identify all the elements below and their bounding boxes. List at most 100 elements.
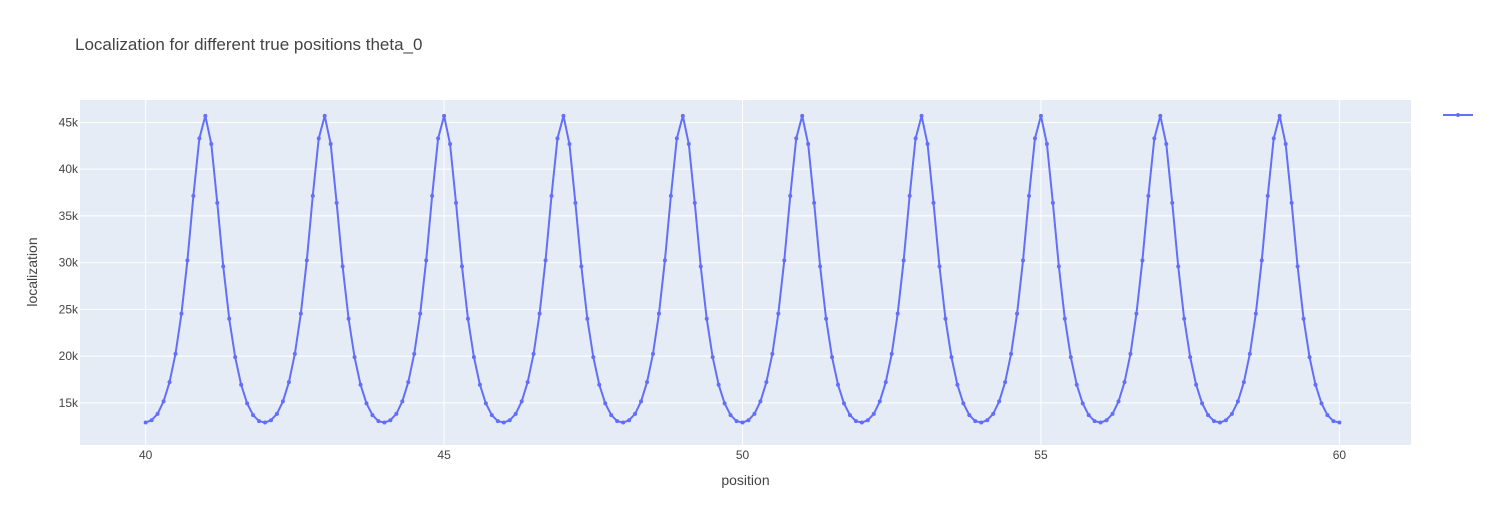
data-point	[1337, 420, 1342, 425]
data-point	[585, 316, 590, 321]
data-point	[1110, 411, 1115, 416]
data-point	[788, 193, 793, 198]
data-point	[847, 413, 852, 418]
data-point	[1295, 264, 1300, 269]
x-tick-label: 45	[437, 448, 451, 462]
data-point	[543, 258, 548, 263]
data-point	[1128, 351, 1133, 356]
data-point	[973, 419, 978, 424]
data-point	[382, 420, 387, 425]
data-point	[346, 316, 351, 321]
data-point	[645, 380, 650, 385]
data-point	[853, 419, 858, 424]
y-axis-title: localization	[24, 237, 40, 306]
data-point	[871, 411, 876, 416]
data-point	[394, 411, 399, 416]
data-point	[1247, 351, 1252, 356]
data-point	[1050, 200, 1055, 205]
data-point	[215, 200, 220, 205]
data-point	[167, 380, 172, 385]
data-point	[573, 200, 578, 205]
data-point	[1158, 113, 1163, 118]
data-point	[185, 258, 190, 263]
data-point	[269, 418, 273, 423]
data-point	[776, 311, 781, 316]
data-point	[179, 311, 184, 316]
data-point	[686, 141, 691, 146]
data-point	[412, 351, 417, 356]
data-point	[728, 413, 733, 418]
data-point	[1212, 419, 1217, 424]
data-point	[1080, 401, 1085, 406]
data-point	[919, 113, 924, 118]
data-point	[597, 382, 602, 387]
data-point	[370, 413, 375, 418]
data-point	[1200, 401, 1205, 406]
data-point	[955, 382, 960, 387]
data-point	[656, 311, 661, 316]
y-tick-label: 15k	[59, 396, 79, 410]
data-point	[961, 401, 966, 406]
data-point	[991, 411, 996, 416]
data-point	[627, 418, 632, 423]
data-point	[895, 311, 900, 316]
data-point	[650, 351, 655, 356]
data-point	[197, 136, 202, 141]
data-point	[459, 264, 464, 269]
data-point	[1003, 380, 1008, 385]
data-point	[316, 136, 321, 141]
data-point	[609, 413, 614, 418]
data-point	[997, 399, 1002, 404]
data-point	[436, 136, 441, 141]
data-point	[633, 411, 638, 416]
data-point	[1164, 141, 1169, 146]
data-point	[800, 113, 805, 118]
legend[interactable]	[1443, 113, 1473, 117]
data-point	[698, 264, 703, 269]
data-point	[943, 316, 948, 321]
data-point	[1218, 420, 1222, 425]
data-point	[830, 355, 835, 360]
data-point	[507, 418, 512, 423]
data-point	[806, 141, 811, 146]
data-point	[531, 351, 536, 356]
y-tick-label: 45k	[59, 115, 79, 129]
data-point	[1271, 136, 1276, 141]
data-point	[495, 419, 500, 424]
data-point	[406, 380, 411, 385]
x-tick-label: 60	[1333, 448, 1347, 462]
data-point	[764, 380, 769, 385]
data-point	[555, 136, 560, 141]
data-point	[454, 200, 459, 205]
data-point	[812, 200, 817, 205]
data-point	[1325, 413, 1330, 418]
data-point	[967, 413, 972, 418]
data-point	[901, 258, 906, 263]
data-point	[161, 399, 166, 404]
data-point	[501, 420, 506, 425]
data-point	[579, 264, 584, 269]
data-point	[615, 419, 620, 424]
data-point	[1134, 311, 1139, 316]
data-point	[465, 316, 470, 321]
chart-title: Localization for different true position…	[75, 35, 422, 54]
data-point	[286, 380, 291, 385]
data-point	[1009, 351, 1014, 356]
data-point	[1032, 136, 1037, 141]
data-point	[889, 351, 894, 356]
data-point	[310, 193, 315, 198]
data-point	[603, 401, 608, 406]
data-point	[322, 113, 327, 118]
data-point	[388, 418, 393, 423]
data-point	[358, 382, 363, 387]
data-point	[841, 401, 846, 406]
data-point	[233, 355, 238, 360]
x-tick-label: 40	[139, 448, 153, 462]
x-tick-label: 55	[1034, 448, 1048, 462]
data-point	[1289, 200, 1294, 205]
data-point	[489, 413, 494, 418]
data-point	[818, 264, 823, 269]
data-point	[292, 351, 297, 356]
data-point	[931, 200, 936, 205]
